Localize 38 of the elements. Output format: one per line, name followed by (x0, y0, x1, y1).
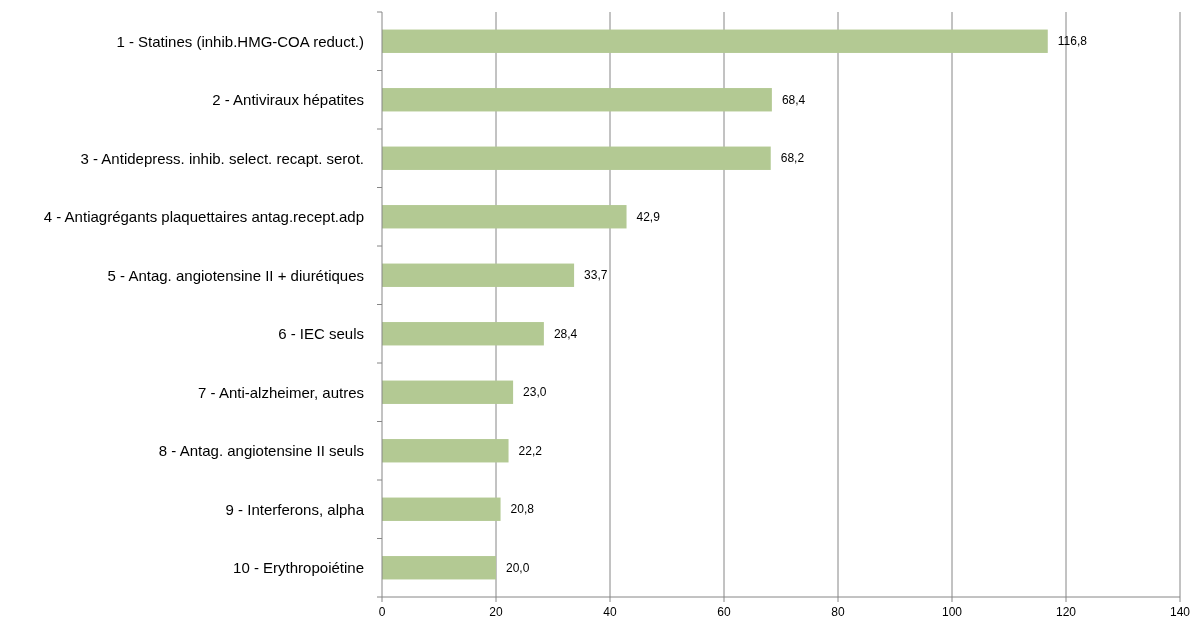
data-label: 42,9 (636, 209, 661, 224)
y-tick-label: 7 - Anti-alzheimer, autres (198, 383, 364, 401)
x-tick-label: 80 (831, 605, 845, 619)
x-tick-label: 60 (717, 605, 731, 619)
bar (382, 439, 509, 463)
y-tick-label: 9 - Interferons, alpha (225, 500, 365, 518)
x-tick-label: 20 (489, 605, 503, 619)
y-tick-label: 6 - IEC seuls (278, 325, 364, 342)
bar (382, 556, 496, 580)
data-label: 22,2 (518, 443, 543, 458)
y-tick-label: 10 - Erythropoiétine (233, 559, 364, 576)
x-tick-label: 40 (603, 605, 617, 619)
bar (382, 380, 514, 404)
x-tick-label: 100 (941, 605, 963, 619)
y-tick-label: 5 - Antag. angiotensine II + diurétiques (107, 266, 364, 284)
y-tick-label: 3 - Antidepress. inhib. select. recapt. serot. (80, 149, 364, 167)
bar (382, 497, 501, 521)
data-label: 28,4 (553, 326, 578, 341)
y-tick-label: 2 - Antiviraux hépatites (212, 91, 364, 108)
data-label: 68,4 (781, 92, 806, 107)
bar (382, 263, 575, 287)
data-label: 116,8 (1057, 34, 1088, 49)
data-label: 20,8 (510, 502, 535, 517)
x-tick-label: 0 (378, 605, 386, 619)
y-tick-label: 1 - Statines (inhib.HMG-COA reduct.) (116, 32, 364, 50)
bar (382, 205, 627, 229)
y-tick-label: 8 - Antag. angiotensine II seuls (158, 442, 364, 459)
bar (382, 146, 771, 170)
y-tick-label: 4 - Antiagrégants plaquettaires antag.recept.adp (43, 208, 364, 225)
bar (382, 29, 1048, 53)
data-label: 20,0 (506, 560, 530, 575)
data-label: 33,7 (584, 268, 608, 283)
bar (382, 322, 544, 346)
data-label: 68,2 (780, 151, 805, 166)
x-tick-label: 140 (1169, 605, 1191, 619)
x-tick-label: 120 (1055, 605, 1077, 619)
bar (382, 88, 772, 112)
data-label: 23,0 (523, 385, 547, 400)
